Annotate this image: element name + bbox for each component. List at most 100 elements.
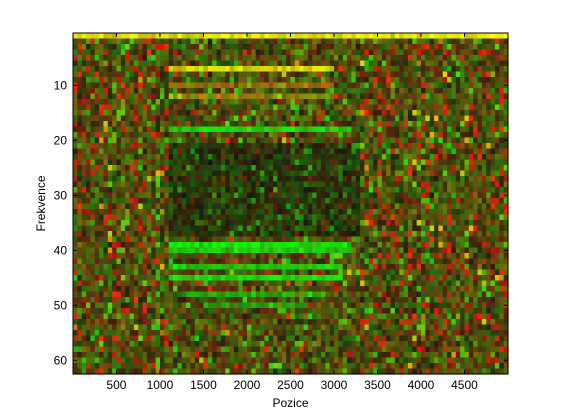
heatmap-cell: [360, 269, 366, 276]
heatmap-cell: [94, 258, 100, 265]
heatmap-cell: [194, 137, 200, 144]
heatmap-cell: [290, 82, 296, 89]
heatmap-cell: [112, 302, 118, 309]
heatmap-cell: [473, 176, 479, 183]
heatmap-cell: [242, 242, 248, 249]
heatmap-cell: [325, 132, 331, 139]
heatmap-cell: [386, 99, 392, 106]
heatmap-cell: [251, 225, 257, 232]
heatmap-cell: [381, 93, 387, 100]
heatmap-cell: [247, 170, 252, 177]
heatmap-cell: [320, 165, 326, 172]
heatmap-cell: [303, 93, 309, 100]
heatmap-cell: [455, 203, 461, 210]
heatmap-cell: [120, 258, 126, 265]
heatmap-cell: [86, 253, 91, 260]
heatmap-cell: [264, 154, 270, 161]
heatmap-cell: [477, 275, 483, 282]
heatmap-cell: [307, 66, 313, 73]
heatmap-cell: [481, 71, 487, 78]
heatmap-cell: [186, 253, 192, 260]
heatmap-cell: [494, 110, 500, 117]
heatmap-cell: [355, 148, 361, 155]
heatmap-cell: [494, 66, 500, 73]
heatmap-cell: [477, 44, 483, 51]
heatmap-cell: [190, 192, 196, 199]
heatmap-cell: [155, 77, 161, 84]
heatmap-cell: [168, 60, 174, 67]
heatmap-cell: [377, 66, 383, 73]
heatmap-cell: [168, 269, 174, 276]
heatmap-cell: [447, 44, 453, 51]
heatmap-cell: [303, 77, 309, 84]
heatmap-cell: [164, 275, 170, 282]
heatmap-cell: [186, 247, 192, 254]
heatmap-cell: [477, 242, 483, 249]
heatmap-cell: [142, 132, 148, 139]
heatmap-cell: [112, 242, 118, 249]
heatmap-cell: [303, 203, 309, 210]
heatmap-cell: [403, 137, 409, 144]
heatmap-cell: [425, 165, 431, 172]
heatmap-cell: [94, 203, 100, 210]
heatmap-cell: [125, 198, 131, 205]
heatmap-cell: [203, 104, 209, 111]
heatmap-cell: [303, 49, 309, 56]
heatmap-cell: [260, 275, 265, 282]
heatmap-cell: [242, 187, 248, 194]
heatmap-cell: [138, 214, 144, 221]
heatmap-cell: [434, 60, 439, 67]
heatmap-cell: [212, 187, 218, 194]
heatmap-cell: [255, 77, 261, 84]
heatmap-cell: [399, 247, 405, 254]
heatmap-cell: [355, 38, 361, 45]
heatmap-cell: [173, 242, 178, 249]
heatmap-cell: [312, 60, 318, 67]
heatmap-cell: [168, 220, 174, 227]
heatmap-cell: [355, 247, 361, 254]
heatmap-cell: [442, 297, 448, 304]
heatmap-cell: [277, 143, 283, 150]
heatmap-cell: [460, 253, 466, 260]
heatmap-cell: [434, 88, 439, 95]
heatmap-cell: [173, 66, 178, 73]
heatmap-cell: [355, 104, 361, 111]
heatmap-cell: [129, 203, 135, 210]
heatmap-cell: [455, 93, 461, 100]
heatmap-cell: [373, 82, 379, 89]
heatmap-cell: [116, 247, 122, 254]
heatmap-cell: [164, 269, 170, 276]
heatmap-cell: [181, 170, 187, 177]
heatmap-cell: [447, 82, 453, 89]
heatmap-cell: [177, 49, 183, 56]
heatmap-cell: [186, 110, 192, 117]
heatmap-cell: [390, 93, 396, 100]
heatmap-cell: [494, 49, 500, 56]
heatmap-cell: [373, 231, 379, 238]
heatmap-cell: [386, 275, 392, 282]
heatmap-cell: [494, 286, 500, 293]
heatmap-cell: [338, 121, 344, 128]
heatmap-cell: [77, 302, 83, 309]
heatmap-cell: [334, 66, 339, 73]
heatmap-cell: [329, 99, 335, 106]
heatmap-cell: [233, 110, 239, 117]
heatmap-cell: [112, 143, 118, 150]
heatmap-cell: [247, 286, 252, 293]
heatmap-cell: [442, 49, 448, 56]
heatmap-cell: [99, 220, 105, 227]
heatmap-cell: [312, 187, 318, 194]
heatmap-cell: [451, 104, 457, 111]
heatmap-cell: [107, 115, 113, 122]
heatmap-cell: [307, 203, 313, 210]
heatmap-cell: [116, 236, 122, 243]
heatmap-cell: [438, 264, 444, 271]
heatmap-cell: [129, 115, 135, 122]
heatmap-cell: [429, 93, 435, 100]
heatmap-cell: [347, 181, 352, 188]
heatmap-cell: [429, 258, 435, 265]
heatmap-cell: [307, 126, 313, 133]
heatmap-cell: [442, 66, 448, 73]
heatmap-cell: [312, 198, 318, 205]
heatmap-cell: [94, 55, 100, 62]
